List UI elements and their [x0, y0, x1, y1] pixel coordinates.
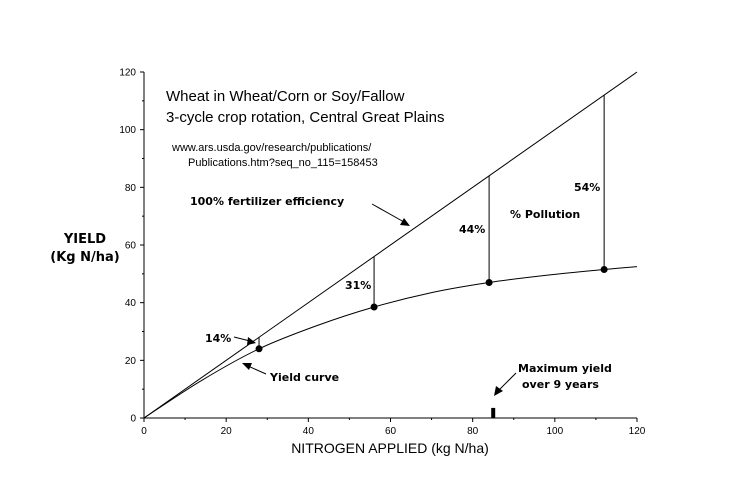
y-tick-label: 80 [125, 183, 137, 194]
y-tick-label: 100 [119, 125, 136, 136]
x-tick-label: 40 [303, 426, 315, 437]
yield-curve-line [143, 266, 638, 419]
x-tick-label: 0 [141, 426, 147, 437]
x-tick-label: 80 [467, 426, 479, 437]
series-group [143, 71, 638, 419]
efficiency-arrowhead [400, 218, 410, 226]
x-tick-label: 20 [221, 426, 233, 437]
data-point [255, 345, 263, 353]
y-tick-label: 20 [125, 356, 137, 367]
y-tick-label: 120 [119, 68, 136, 79]
pct-14-arrowhead [247, 337, 256, 345]
pct-31-label: 31% [345, 279, 371, 292]
x-tick-label: 60 [385, 426, 397, 437]
efficiency-label: 100% fertilizer efficiency [190, 195, 344, 208]
x-axis-title: NITROGEN APPLIED (kg N/ha) [291, 440, 489, 456]
efficiency-line [143, 71, 638, 419]
max-yield-label-line-2: over 9 years [522, 378, 599, 391]
data-point [370, 303, 378, 311]
y-axis-title-line-1: YIELD [63, 232, 106, 247]
max-yield-marker [491, 407, 496, 418]
y-tick-label: 0 [130, 414, 136, 425]
data-points [255, 266, 608, 353]
max-yield-arrow [497, 372, 517, 392]
x-tick-label: 120 [629, 426, 646, 437]
data-point [485, 278, 493, 286]
pct-14-label: 14% [205, 332, 231, 345]
data-point [600, 266, 608, 274]
source-url-line-2: Publications.htm?seq_no_115=158453 [188, 157, 378, 169]
max-yield-arrowhead [494, 386, 503, 396]
source-url-line-1: www.ars.usda.gov/research/publications/ [171, 142, 372, 154]
pct-14-arrow [233, 336, 251, 342]
efficiency-arrow [371, 203, 405, 223]
chart-subtitle: 3-cycle crop rotation, Central Great Pla… [166, 109, 444, 126]
yield-curve-arrow [247, 365, 267, 375]
yield-curve-label: Yield curve [269, 371, 339, 384]
max-yield-label-line-1: Maximum yield [518, 362, 612, 375]
pollution-drop-lines [258, 95, 605, 349]
yield-curve-arrowhead [242, 363, 252, 370]
pct-54-label: 54% [574, 181, 600, 194]
y-tick-label: 40 [125, 298, 137, 309]
pct-44-label: 44% [459, 223, 485, 236]
y-axis-title-line-2: (Kg N/ha) [50, 250, 119, 265]
y-tick-label: 60 [125, 241, 137, 252]
pollution-label: % Pollution [510, 208, 580, 221]
chart-title: Wheat in Wheat/Corn or Soy/Fallow [166, 88, 405, 105]
axis-ticks: 0 20 40 60 80 100 120 0 20 40 60 80 100 120 [119, 68, 645, 438]
x-tick-label: 100 [546, 426, 563, 437]
